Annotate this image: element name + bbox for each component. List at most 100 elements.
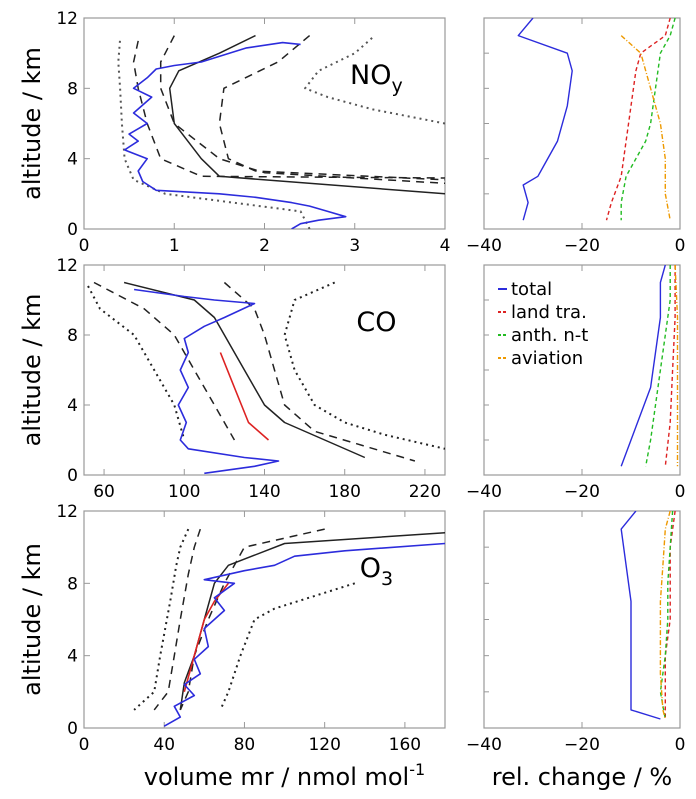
series-line-aviation: [620, 35, 671, 221]
x-tick-label: 60: [93, 482, 115, 502]
y-axis-label: altitude / km: [18, 294, 46, 447]
y-tick-label: 4: [67, 396, 78, 416]
x-tick-label: 0: [675, 735, 686, 755]
x-tick-label: −40: [466, 735, 502, 755]
series-line-solid-6: [133, 288, 280, 475]
x-tick-label: 0: [675, 236, 686, 256]
panel-frames: [83, 17, 681, 729]
y-tick-label: 0: [67, 220, 78, 240]
series-line-solid-5: [219, 352, 270, 441]
x-axis-label-main: volume mr / nmol mol: [144, 763, 409, 791]
x-tick-label: 3: [349, 236, 360, 256]
y-axis-label: altitude / km: [18, 47, 46, 200]
x-tick-label: −40: [466, 482, 502, 502]
series-line-solid-4: [123, 281, 366, 459]
species-label: CO: [356, 307, 396, 338]
panel-3-series: [620, 265, 679, 467]
panel-1-series: [517, 18, 676, 221]
x-tick-label: 2: [259, 236, 270, 256]
x-tick-label: 180: [328, 482, 360, 502]
series-line-solid-6: [123, 41, 347, 229]
plot-frame: [83, 264, 446, 476]
x-tick-label: 0: [79, 735, 90, 755]
series-line-aviation: [659, 511, 671, 720]
x-axis-label-sup: -1: [409, 760, 425, 779]
series-line-land-tra-: [664, 265, 676, 467]
series-line-dashed-4: [218, 35, 445, 181]
x-tick-label: 1: [169, 236, 180, 256]
series-line-anth-n-t: [645, 265, 671, 467]
y-tick-label: 12: [56, 256, 78, 276]
y-tick-label: 0: [67, 466, 78, 486]
x-tick-label: 100: [168, 482, 200, 502]
panel-0-series: [117, 34, 445, 229]
x-tick-label: 160: [389, 735, 421, 755]
panel-4-series: [133, 528, 445, 727]
plot-frame: [83, 17, 446, 230]
x-axis-label: volume mr / nmol mol-1: [144, 760, 425, 791]
species-label: NOy: [350, 60, 403, 97]
series-line-dashed-2: [93, 281, 236, 441]
species-subscript: y: [392, 75, 403, 97]
plot-frame: [483, 17, 681, 230]
x-tick-label: −20: [564, 735, 600, 755]
series-line-dotted-0: [87, 285, 186, 441]
series-line-dashed-3: [159, 35, 445, 185]
species-name: O: [360, 553, 381, 584]
x-tick-label: 120: [308, 735, 340, 755]
legend-label: aviation: [511, 348, 583, 369]
x-axis-label: rel. change / %: [492, 763, 673, 791]
y-tick-label: 4: [67, 150, 78, 170]
series-line-dotted-1: [304, 36, 445, 125]
series-line-total: [620, 511, 661, 720]
x-tick-label: −40: [466, 236, 502, 256]
series-line-dashed-3: [223, 281, 416, 462]
plot-frame: [483, 510, 681, 729]
y-tick-label: 8: [67, 326, 78, 346]
series-line-total: [517, 18, 573, 221]
plot-frame: [83, 510, 446, 729]
legend-label: anth. n-t: [511, 325, 588, 346]
y-tick-label: 8: [67, 79, 78, 99]
y-tick-label: 12: [56, 502, 78, 522]
x-tick-label: 220: [409, 482, 441, 502]
series-line-dashed-2: [153, 528, 202, 711]
x-tick-label: 140: [248, 482, 280, 502]
x-tick-label: −20: [564, 482, 600, 502]
y-axis-label: altitude / km: [18, 543, 46, 696]
y-tick-label: 4: [67, 647, 78, 667]
series-line-solid-4: [179, 531, 445, 711]
series-line-anth-n-t: [659, 511, 674, 720]
series-line-solid-5: [168, 34, 445, 195]
series-line-dotted-1: [283, 281, 445, 450]
x-tick-label: 0: [79, 236, 90, 256]
series-line-dashed-2: [132, 40, 445, 179]
legend-label: total: [511, 279, 552, 300]
series-line-dotted-0: [133, 528, 190, 711]
panel-2-series: [87, 281, 445, 475]
species-subscript: 3: [381, 568, 393, 590]
species-label: O3: [360, 553, 393, 590]
series-line-total: [620, 265, 666, 467]
species-name: CO: [356, 307, 396, 338]
x-tick-label: 0: [675, 482, 686, 502]
series-line-anth-n-t: [620, 18, 676, 221]
x-tick-label: 80: [234, 735, 256, 755]
series-line-solid-6: [163, 542, 445, 727]
x-tick-label: −20: [564, 236, 600, 256]
x-tick-label: 4: [440, 236, 451, 256]
species-name: NO: [350, 60, 391, 91]
series-line-aviation: [674, 265, 679, 467]
data-lines: [87, 18, 679, 727]
y-tick-label: 12: [56, 9, 78, 29]
x-tick-label: 40: [153, 735, 175, 755]
series-line-land-tra-: [605, 18, 671, 221]
panel-5-series: [620, 511, 676, 720]
y-tick-label: 8: [67, 574, 78, 594]
series-line-dashed-3: [179, 528, 325, 711]
series-line-dotted-1: [219, 582, 356, 711]
legend-label: land tra.: [511, 302, 587, 323]
